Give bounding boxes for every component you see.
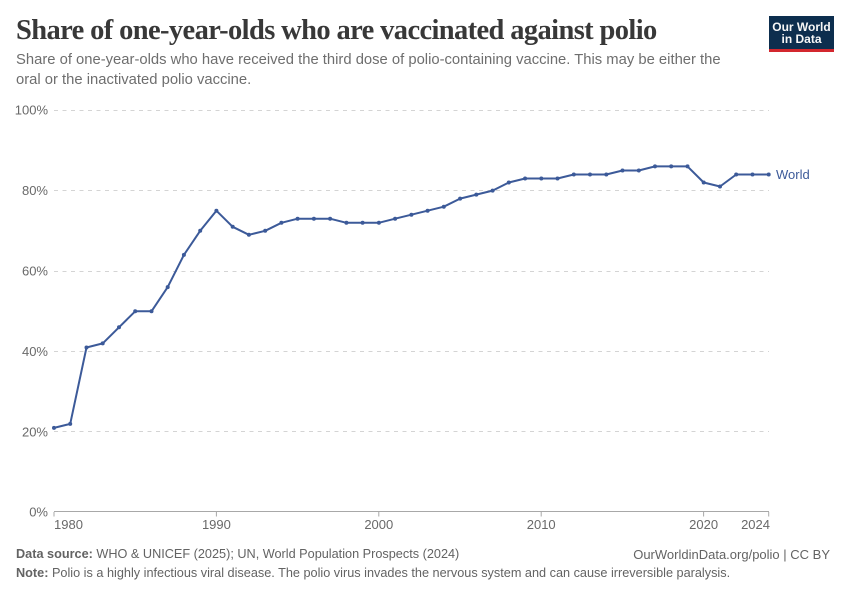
- svg-text:20%: 20%: [22, 424, 48, 439]
- svg-text:80%: 80%: [22, 183, 48, 198]
- svg-text:60%: 60%: [22, 264, 48, 279]
- svg-text:2024: 2024: [741, 517, 770, 532]
- svg-text:1990: 1990: [202, 517, 231, 532]
- svg-text:0%: 0%: [29, 505, 48, 520]
- svg-text:1980: 1980: [54, 517, 83, 532]
- svg-text:40%: 40%: [22, 344, 48, 359]
- svg-text:World: World: [776, 167, 810, 182]
- svg-text:100%: 100%: [15, 103, 49, 118]
- svg-text:2010: 2010: [527, 517, 556, 532]
- svg-text:2000: 2000: [364, 517, 393, 532]
- svg-text:2020: 2020: [689, 517, 718, 532]
